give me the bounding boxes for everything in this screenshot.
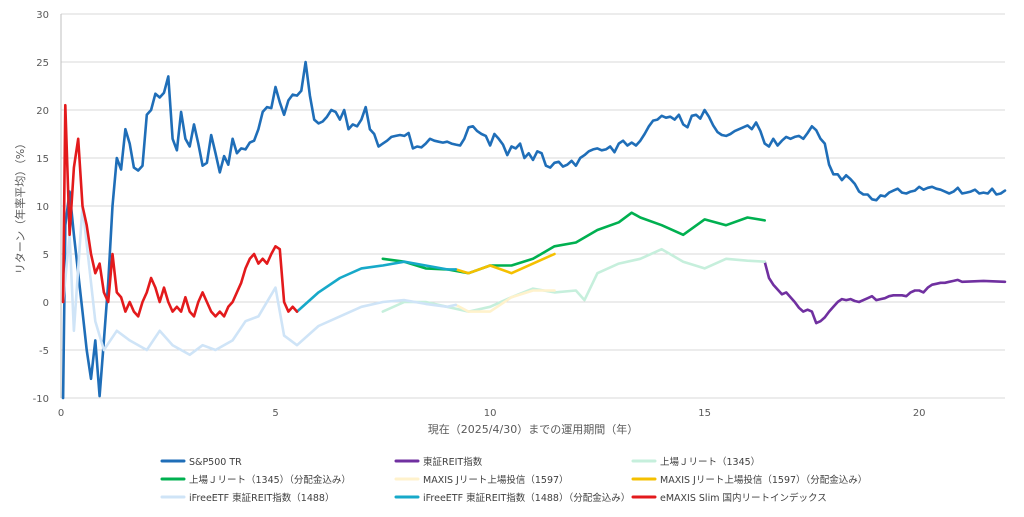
x-tick-label: 20	[913, 408, 926, 419]
series-line-2	[381, 247, 766, 313]
series-line-1	[763, 260, 1007, 325]
legend-item-2: 上場Ｊリート（1345）	[631, 456, 760, 468]
legend-label: iFreeETF 東証REIT指数（1488）	[189, 492, 334, 504]
series-line-4	[454, 289, 556, 313]
y-tick-label: -5	[39, 346, 49, 357]
legend-item-8: eMAXIS Slim 国内リートインデックス	[631, 492, 827, 504]
series-line-7	[295, 260, 458, 313]
x-tick-label: 15	[698, 408, 711, 419]
legend-label: MAXIS Jリート上場投信（1597）（分配金込み）	[660, 474, 867, 486]
legend-item-1: 東証REIT指数	[394, 456, 483, 468]
legend-item-3: 上場Ｊリート（1345）（分配金込み）	[160, 474, 351, 486]
legend-label: eMAXIS Slim 国内リートインデックス	[660, 492, 827, 504]
series-line-0	[61, 60, 1007, 400]
legend-item-6: iFreeETF 東証REIT指数（1488）	[160, 492, 334, 504]
y-axis-title: リターン（年率平均）（%）	[13, 138, 27, 274]
x-tick-label: 10	[484, 408, 497, 419]
y-tick-label: 25	[36, 58, 49, 69]
legend-item-4: MAXIS Jリート上場投信（1597）	[394, 474, 569, 486]
legend-label: MAXIS Jリート上場投信（1597）	[423, 474, 569, 486]
legend-label: S&P500 TR	[189, 457, 242, 468]
legend-item-0: S&P500 TR	[160, 457, 242, 468]
series-line-5	[454, 252, 556, 275]
y-tick-label: 5	[43, 250, 49, 261]
y-tick-label: 30	[36, 10, 49, 21]
grid	[61, 13, 1005, 399]
y-tick-label: 15	[36, 154, 49, 165]
legend-label: 東証REIT指数	[423, 456, 483, 468]
legend-label: iFreeETF 東証REIT指数（1488）（分配金込み）	[423, 492, 630, 504]
x-tick-label: 0	[58, 408, 64, 419]
x-axis-title: 現在（2025/4/30）までの運用期間（年）	[428, 422, 638, 436]
y-tick-label: 10	[36, 202, 49, 213]
series-line-6	[61, 204, 458, 357]
axes: -10 -5 0 5 10 15 20 25 30 0 5 10 15 20	[33, 10, 926, 419]
y-tick-label: 20	[36, 106, 49, 117]
series-line-8	[61, 103, 299, 318]
legend: S&P500 TR 東証REIT指数 上場Ｊリート（1345） 上場Ｊリート（1345…	[160, 456, 867, 504]
legend-label: 上場Ｊリート（1345）	[660, 456, 760, 468]
legend-item-5: MAXIS Jリート上場投信（1597）（分配金込み）	[631, 474, 867, 486]
x-tick-label: 5	[272, 408, 278, 419]
legend-item-7: iFreeETF 東証REIT指数（1488）（分配金込み）	[394, 492, 630, 504]
series-lines	[61, 60, 1007, 400]
y-tick-label: -10	[33, 394, 49, 405]
y-tick-label: 0	[43, 298, 49, 309]
legend-label: 上場Ｊリート（1345）（分配金込み）	[189, 474, 351, 486]
series-line-3	[381, 211, 766, 275]
